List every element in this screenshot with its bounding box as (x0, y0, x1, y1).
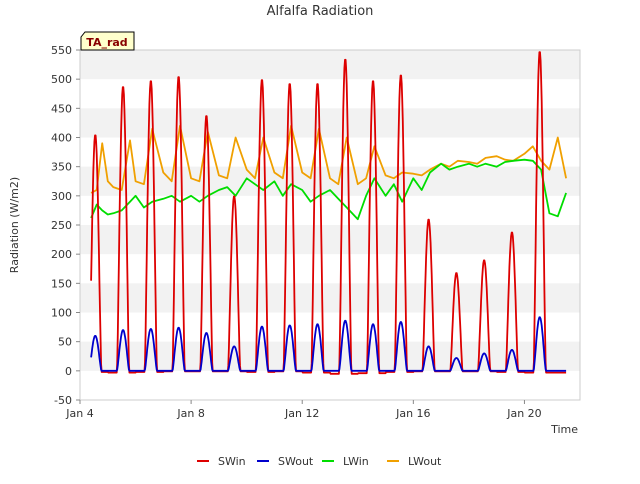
ta-rad-label: TA_rad (86, 36, 127, 49)
series-line-lwin (90, 158, 567, 221)
series-layer (90, 51, 567, 375)
x-tick-label: Jan 16 (395, 407, 430, 420)
legend: SWin SWout LWin LWout (197, 455, 442, 468)
y-tick-label: 300 (51, 190, 72, 203)
y-tick-label: 0 (65, 365, 72, 378)
x-tick-label: Jan 4 (65, 407, 93, 420)
x-tick-label: Jan 20 (506, 407, 541, 420)
x-axis-label: Time (550, 423, 578, 436)
y-tick-label: 450 (51, 102, 72, 115)
grid-band (80, 283, 580, 313)
axes: -50 0 50 100 150 200 250 300 350 400 450 500 550 Jan … (51, 44, 581, 420)
y-tick-label: 500 (51, 73, 72, 86)
legend-label-lwin: LWin (343, 455, 369, 468)
grid-band (80, 225, 580, 255)
y-tick-label: 200 (51, 248, 72, 261)
legend-label-swout: SWout (278, 455, 314, 468)
series-line-swout (90, 316, 567, 372)
grid-band (80, 341, 580, 371)
grid-band (80, 50, 580, 80)
series-line-swin (90, 51, 567, 375)
x-tick-label: Jan 8 (176, 407, 204, 420)
x-tick-label: Jan 12 (284, 407, 319, 420)
y-axis-label: Radiation (W/m2) (8, 177, 21, 273)
y-tick-label: 150 (51, 277, 72, 290)
y-tick-label: 100 (51, 307, 72, 320)
grid-bands (80, 50, 580, 371)
ta-rad-annotation: TA_rad (80, 31, 135, 51)
y-tick-label: 250 (51, 219, 72, 232)
grid-band (80, 166, 580, 196)
y-tick-label: -50 (54, 394, 72, 407)
y-tick-label: 50 (58, 336, 72, 349)
legend-label-lwout: LWout (408, 455, 442, 468)
y-tick-label: 550 (51, 44, 72, 57)
chart-title: Alfalfa Radiation (267, 4, 374, 19)
grid-band (80, 108, 580, 138)
y-tick-label: 350 (51, 161, 72, 174)
y-tick-label: 400 (51, 132, 72, 145)
legend-label-swin: SWin (218, 455, 246, 468)
